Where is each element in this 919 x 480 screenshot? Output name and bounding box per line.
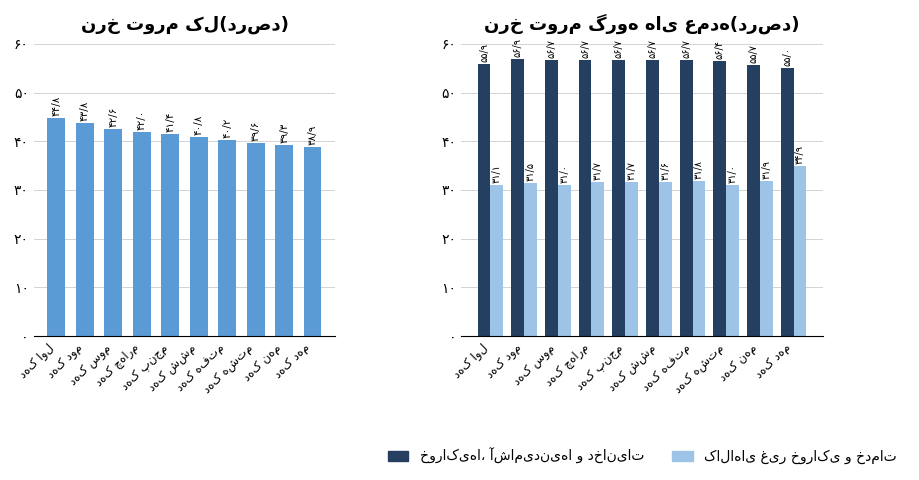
- Bar: [189, 137, 208, 336]
- Text: ۳۹/۶: ۳۹/۶: [250, 121, 260, 141]
- Bar: [76, 123, 94, 336]
- Bar: [104, 129, 122, 336]
- Text: ۴۰/۸: ۴۰/۸: [194, 115, 203, 135]
- Bar: [161, 134, 179, 336]
- Bar: [658, 182, 671, 336]
- Bar: [477, 64, 490, 336]
- Bar: [48, 118, 65, 336]
- Bar: [511, 59, 524, 336]
- Text: ۳۱/۰: ۳۱/۰: [727, 164, 737, 183]
- Text: ۵۵/۹: ۵۵/۹: [479, 43, 489, 62]
- Text: ۳۱/۸: ۳۱/۸: [693, 160, 703, 179]
- Title: نرخ تورم کل(درصد): نرخ تورم کل(درصد): [81, 16, 288, 35]
- Text: ۴۴/۸: ۴۴/۸: [51, 96, 62, 116]
- Text: ۵۶/۷: ۵۶/۷: [580, 39, 589, 58]
- Text: ۵۵/۰: ۵۵/۰: [781, 47, 791, 66]
- Bar: [246, 143, 265, 336]
- Text: ۵۶/۹: ۵۶/۹: [512, 38, 522, 57]
- Text: ۴۲/۶: ۴۲/۶: [108, 106, 119, 127]
- Bar: [524, 182, 537, 336]
- Text: ۳۱/۶: ۳۱/۶: [660, 161, 670, 180]
- Bar: [679, 60, 692, 336]
- Text: ۳۱/۷: ۳۱/۷: [592, 161, 602, 180]
- Text: ۵۶/۷: ۵۶/۷: [546, 39, 556, 58]
- Text: ۳۱/۹: ۳۱/۹: [761, 160, 770, 179]
- Bar: [490, 185, 503, 336]
- Text: ۴۳/۸: ۴۳/۸: [80, 100, 90, 121]
- Text: ۳۹/۳: ۳۹/۳: [278, 122, 289, 143]
- Bar: [275, 144, 292, 336]
- Bar: [780, 68, 793, 336]
- Bar: [725, 185, 738, 336]
- Bar: [303, 146, 321, 336]
- Bar: [625, 181, 637, 336]
- Bar: [132, 132, 151, 336]
- Legend: خوراکی‌ها، آشامیدنی‌ها و دخانیات, کالاهای غیر خوراکی و خدمات: خوراکی‌ها، آشامیدنی‌ها و دخانیات, کالاها…: [381, 442, 901, 469]
- Bar: [692, 181, 705, 336]
- Text: ۵۶/۴: ۵۶/۴: [714, 40, 724, 60]
- Bar: [759, 180, 772, 336]
- Text: ۵۶/۷: ۵۶/۷: [680, 39, 690, 58]
- Title: نرخ تورم گروه های عمده(درصد): نرخ تورم گروه های عمده(درصد): [483, 14, 799, 35]
- Bar: [645, 60, 658, 336]
- Bar: [712, 61, 725, 336]
- Bar: [591, 181, 604, 336]
- Text: ۵۶/۷: ۵۶/۷: [613, 39, 623, 58]
- Bar: [544, 60, 557, 336]
- Bar: [793, 166, 806, 336]
- Text: ۳۸/۹: ۳۸/۹: [307, 124, 317, 144]
- Bar: [746, 65, 759, 336]
- Text: ۳۱/۵: ۳۱/۵: [525, 162, 535, 180]
- Text: ۳۴/۹: ۳۴/۹: [794, 145, 804, 164]
- Text: ۴۱/۴: ۴۱/۴: [165, 112, 175, 132]
- Text: ۵۶/۷: ۵۶/۷: [647, 39, 657, 58]
- Bar: [578, 60, 591, 336]
- Text: ۴۲/۰: ۴۲/۰: [137, 109, 146, 130]
- Bar: [218, 140, 236, 336]
- Text: ۳۱/۱: ۳۱/۱: [492, 164, 501, 182]
- Bar: [612, 60, 625, 336]
- Text: ۳۱/۰: ۳۱/۰: [559, 164, 569, 183]
- Text: ۳۱/۷: ۳۱/۷: [626, 161, 636, 180]
- Text: ۵۵/۷: ۵۵/۷: [748, 44, 757, 63]
- Text: ۴۰/۲: ۴۰/۲: [222, 118, 232, 138]
- Bar: [557, 185, 570, 336]
